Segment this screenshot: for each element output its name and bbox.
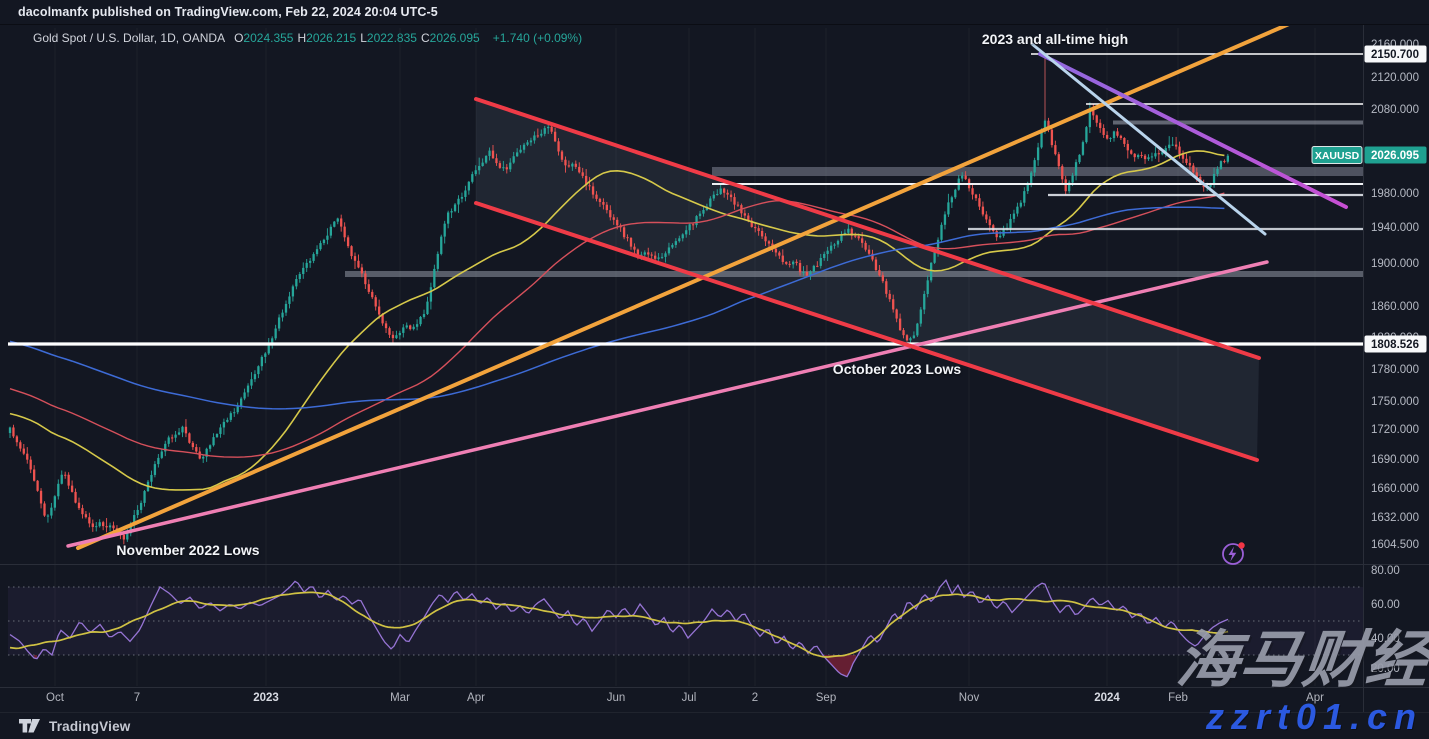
price-label-text: 1808.526 bbox=[1371, 339, 1419, 351]
time-tick: Apr bbox=[467, 692, 485, 704]
time-tick: Feb bbox=[1168, 692, 1188, 704]
ohlc-c: C2026.095 bbox=[420, 31, 480, 45]
descending-minor-lightblue bbox=[1030, 42, 1267, 236]
symbol-tag-box bbox=[1311, 146, 1363, 164]
publish-info-text: dacolmanfx published on TradingView.com,… bbox=[18, 5, 438, 19]
ohlc-o: O2024.355 bbox=[234, 31, 294, 45]
price-tick: 1632.000 bbox=[1371, 512, 1419, 524]
tradingview-brand-link[interactable]: TradingView bbox=[49, 718, 131, 734]
change-readout: +1.740 (+0.09%) bbox=[492, 31, 583, 45]
price-tick: 80.00 bbox=[1371, 565, 1400, 577]
time-tick: Jun bbox=[607, 692, 626, 704]
price-tick: 1980.000 bbox=[1371, 188, 1419, 200]
chart-canvas[interactable]: 2160.0002120.0002080.0001980.0001940.000… bbox=[0, 25, 1429, 712]
flash-icon[interactable] bbox=[1222, 542, 1245, 565]
ohlc-l: L2022.835 bbox=[360, 31, 417, 45]
level-band-2065 bbox=[1113, 120, 1363, 125]
descending-resistance-purple bbox=[1038, 52, 1348, 209]
price-tick: 1860.000 bbox=[1371, 301, 1419, 313]
ohlc-h: H2026.215 bbox=[297, 31, 357, 45]
price-tick: 1690.000 bbox=[1371, 454, 1419, 466]
descending-channel-lower bbox=[474, 201, 1259, 462]
price-tick: 1750.000 bbox=[1371, 396, 1419, 408]
price-tick: 2120.000 bbox=[1371, 72, 1419, 84]
ma-mid-red bbox=[9, 192, 1225, 458]
time-tick: Sep bbox=[816, 692, 836, 704]
moving-averages bbox=[9, 150, 1225, 491]
ascending-trendline-pink bbox=[66, 260, 1269, 548]
publish-info-bar: dacolmanfx published on TradingView.com,… bbox=[0, 0, 1429, 25]
rsi-pane bbox=[8, 579, 1363, 678]
time-tick: 2024 bbox=[1094, 692, 1120, 704]
time-tick: Mar bbox=[390, 692, 410, 704]
time-tick: Nov bbox=[959, 692, 980, 704]
time-axis[interactable]: Oct 7 2023 Mar Apr Jun Jul 2 Sep Nov 2024 Feb Apr bbox=[46, 692, 1324, 704]
symbol-title[interactable]: Gold Spot / U.S. Dollar, 1D, OANDA bbox=[33, 31, 226, 45]
price-tick: 1720.000 bbox=[1371, 424, 1419, 436]
symbol-header: Gold Spot / U.S. Dollar, 1D, OANDA O2024… bbox=[33, 31, 582, 45]
tradingview-logo-icon[interactable] bbox=[18, 718, 41, 734]
chart-area[interactable]: 2160.000 2120.000 2080.000 1980.000 1940.000… bbox=[0, 25, 1429, 712]
horizontal-levels bbox=[8, 53, 1363, 346]
price-label-box bbox=[1364, 45, 1427, 63]
time-tick: Jul bbox=[682, 692, 697, 704]
price-tick: 1604.500 bbox=[1371, 539, 1419, 551]
price-tick: 1900.000 bbox=[1371, 258, 1419, 270]
price-axis[interactable]: 2160.0002120.0002080.0001980.0001940.000… bbox=[1311, 39, 1427, 675]
level-band-1900 bbox=[345, 271, 1363, 277]
price-tick: 2080.000 bbox=[1371, 104, 1419, 116]
descending-channel-upper bbox=[474, 97, 1261, 360]
candlestick-series bbox=[8, 56, 1229, 545]
price-label-box bbox=[1364, 146, 1427, 164]
price-zones bbox=[345, 99, 1363, 460]
pane-separators bbox=[0, 25, 1429, 712]
price-label-text: 2026.095 bbox=[1371, 150, 1420, 162]
ma-fast-yellow bbox=[9, 150, 1225, 491]
time-tick: 7 bbox=[134, 692, 140, 704]
price-tick: 1940.000 bbox=[1371, 222, 1419, 234]
ascending-trendline-orange bbox=[76, 26, 1290, 550]
price-tick: 1660.000 bbox=[1371, 483, 1419, 495]
annotation-all-time-high: 2023 and all-time high bbox=[981, 31, 1129, 47]
annotation-november-2022-lows: November 2022 Lows bbox=[116, 542, 260, 558]
time-tick: Oct bbox=[46, 692, 65, 704]
symbol-tag-text: XAUUSD bbox=[1315, 150, 1360, 162]
ma-slow-blue bbox=[9, 206, 1225, 410]
time-tick: 2023 bbox=[253, 692, 279, 704]
price-tick: 40.00 bbox=[1371, 633, 1400, 645]
price-tick: 60.00 bbox=[1371, 599, 1400, 611]
annotation-october-2023-lows: October 2023 Lows bbox=[832, 361, 962, 377]
time-tick: 2 bbox=[752, 692, 758, 704]
price-label-box bbox=[1364, 335, 1427, 353]
time-tick: Apr bbox=[1306, 692, 1324, 704]
vertical-gridlines bbox=[54, 28, 1316, 686]
price-tick: 20.00 bbox=[1371, 663, 1400, 675]
price-tick: 1780.000 bbox=[1371, 364, 1419, 376]
trendlines bbox=[66, 26, 1348, 550]
rsi-oversold-fill bbox=[823, 655, 856, 677]
rsi-ma-line bbox=[9, 591, 1229, 658]
supply-zone-2000 bbox=[712, 167, 1363, 176]
footer-bar: TradingView bbox=[0, 712, 1429, 739]
ohlc-readout: O2024.355 H2026.215 L2022.835 C2026.095 bbox=[234, 31, 484, 45]
price-label-text: 2150.700 bbox=[1371, 49, 1419, 61]
